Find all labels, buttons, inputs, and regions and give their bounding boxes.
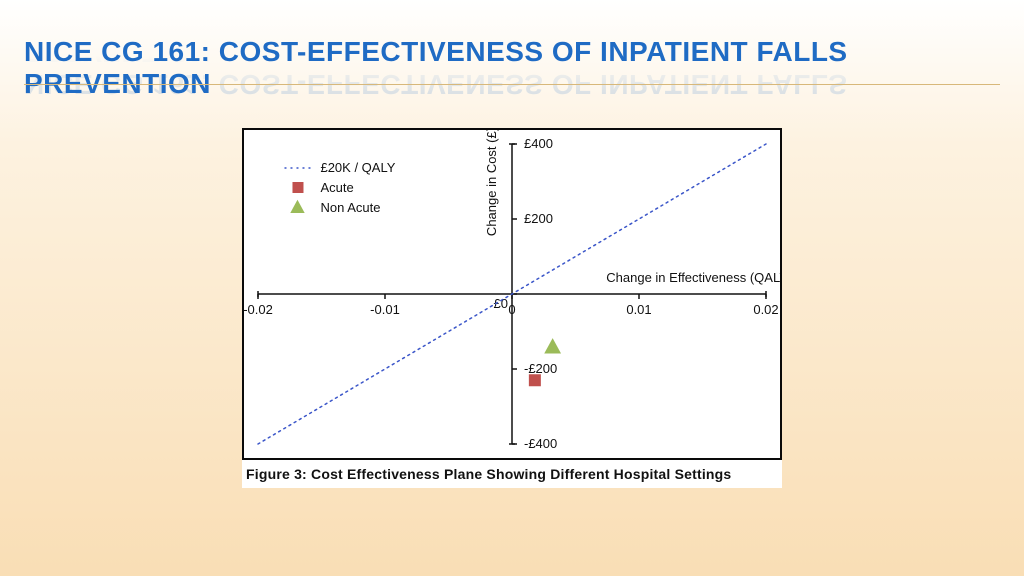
svg-text:-£400: -£400 — [524, 436, 557, 451]
svg-text:-£200: -£200 — [524, 361, 557, 376]
chart-plot-area: -0.02-0.0100.010.02-£400-£200£0£200£400C… — [242, 128, 782, 460]
svg-text:Non Acute: Non Acute — [320, 200, 380, 215]
svg-text:Change in Effectiveness (QALYs: Change in Effectiveness (QALYs) — [606, 270, 780, 285]
title-underline — [24, 84, 1000, 85]
svg-text:£20K / QALY: £20K / QALY — [320, 160, 395, 175]
chart-caption: Figure 3: Cost Effectiveness Plane Showi… — [242, 460, 782, 488]
page-title: NICE CG 161: COST-EFFECTIVENESS OF INPAT… — [24, 36, 1000, 100]
svg-text:0.01: 0.01 — [626, 302, 651, 317]
title-area: NICE CG 161: COST-EFFECTIVENESS OF INPAT… — [24, 36, 1000, 100]
chart-panel: -0.02-0.0100.010.02-£400-£200£0£200£400C… — [242, 128, 782, 488]
svg-text:-0.01: -0.01 — [370, 302, 400, 317]
svg-text:£400: £400 — [524, 136, 553, 151]
svg-text:Change in Cost (£): Change in Cost (£) — [484, 130, 499, 236]
svg-text:Acute: Acute — [320, 180, 353, 195]
svg-text:-0.02: -0.02 — [244, 302, 273, 317]
chart-svg: -0.02-0.0100.010.02-£400-£200£0£200£400C… — [244, 130, 780, 458]
svg-text:0.02: 0.02 — [753, 302, 778, 317]
svg-text:0: 0 — [508, 302, 515, 317]
svg-text:£200: £200 — [524, 211, 553, 226]
slide: NICE CG 161: COST-EFFECTIVENESS OF INPAT… — [0, 0, 1024, 576]
